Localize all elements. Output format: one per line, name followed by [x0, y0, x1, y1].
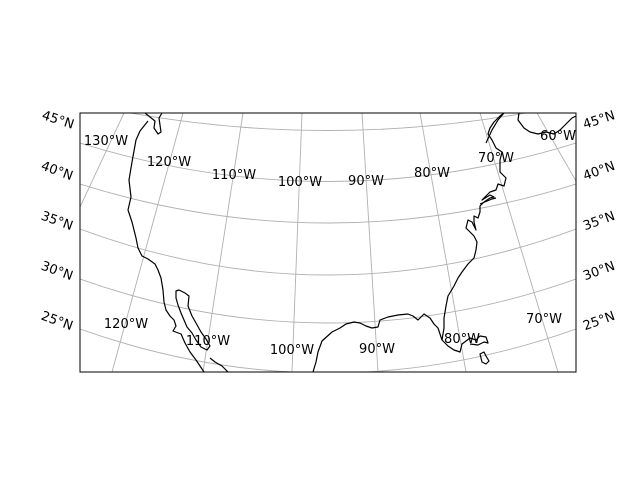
lon-label-100w-top: 100°W	[278, 175, 322, 190]
lat-label-40n-left: 40°N	[39, 159, 75, 184]
lon-label-110w-top: 110°W	[212, 168, 256, 183]
long-island	[479, 197, 497, 205]
lat-label-40n-right: 40°N	[581, 159, 617, 184]
lat-label-45n-right: 45°N	[581, 108, 617, 132]
lon-label-80w-bottom: 80°W	[444, 332, 480, 347]
lon-label-70w-top: 70°W	[478, 151, 514, 166]
lon-label-80w-top: 80°W	[414, 166, 450, 181]
lon-label-90w-top: 90°W	[348, 174, 384, 189]
parallel-20n	[80, 328, 576, 372]
lat-label-25n-right: 25°N	[581, 309, 617, 334]
gulf-coast	[312, 313, 489, 372]
mexico-west-coast	[209, 357, 229, 372]
longitude-gridlines	[80, 113, 576, 372]
lat-label-35n-left: 35°N	[39, 209, 75, 234]
coastlines	[127, 113, 576, 372]
parallel-35n	[80, 183, 576, 224]
map-frame	[79, 112, 577, 373]
latitude-labels-right: 45°N 40°N 35°N 30°N 25°N	[581, 108, 617, 334]
lon-label-120w-bottom: 120°W	[104, 317, 148, 332]
lon-label-100w-bottom: 100°W	[270, 343, 314, 358]
meridian-70w	[479, 113, 559, 372]
lon-label-130w-top: 130°W	[84, 134, 128, 149]
atlantic-coastline	[441, 113, 507, 341]
map-area	[80, 113, 576, 372]
lat-label-45n-left: 45°N	[40, 108, 76, 132]
meridian-90w	[361, 113, 379, 372]
longitude-labels-top: 130°W 120°W 110°W 100°W 90°W 80°W 70°W 6…	[84, 129, 576, 190]
meridian-60w	[536, 113, 576, 182]
lat-label-25n-left: 25°N	[39, 309, 75, 334]
lon-label-70w-bottom: 70°W	[526, 312, 562, 327]
parallel-40n	[80, 142, 576, 182]
longitude-labels-bottom: 120°W 110°W 100°W 90°W 80°W 70°W	[104, 312, 562, 358]
latitude-labels-left: 45°N 40°N 35°N 30°N 25°N	[39, 108, 76, 334]
parallel-25n	[80, 278, 576, 324]
parallel-30n	[80, 228, 576, 276]
lon-label-90w-bottom: 90°W	[359, 342, 395, 357]
pacific-coastline	[127, 113, 205, 372]
lon-label-110w-bottom: 110°W	[186, 334, 230, 349]
meridian-120w	[111, 113, 184, 372]
canadian-maritimes	[517, 113, 576, 135]
meridian-100w	[291, 113, 303, 372]
lat-label-35n-right: 35°N	[581, 209, 617, 234]
meridian-110w	[202, 113, 244, 372]
meridian-130w	[80, 113, 125, 208]
lat-label-30n-right: 30°N	[581, 259, 617, 284]
lat-label-30n-left: 30°N	[39, 259, 75, 284]
florida-keys	[479, 351, 490, 365]
lon-label-60w-top: 60°W	[540, 129, 576, 144]
baja-california	[175, 289, 211, 351]
northeast-coastline	[485, 113, 505, 144]
lon-label-120w-top: 120°W	[147, 155, 191, 170]
meridian-80w	[419, 113, 467, 372]
